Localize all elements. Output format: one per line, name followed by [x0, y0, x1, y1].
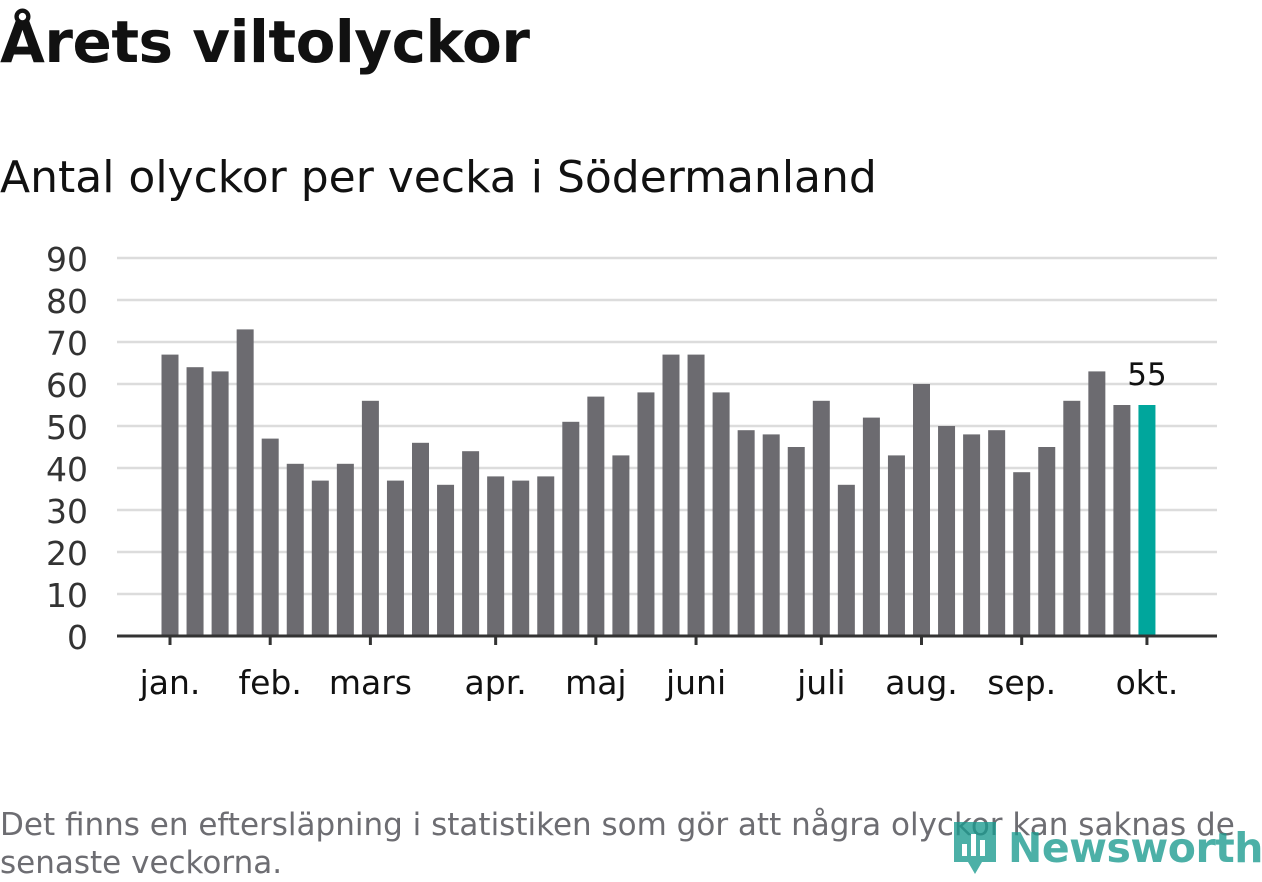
bar [687, 354, 705, 636]
x-tick-label: maj [565, 663, 627, 702]
bar [487, 476, 505, 636]
bar [837, 484, 855, 636]
footnote: Det finns en eftersläpning i statistiken… [0, 807, 1235, 881]
bar [587, 396, 605, 636]
bar [361, 400, 379, 636]
bar [1138, 405, 1156, 636]
bar [737, 430, 755, 636]
bar [161, 354, 179, 636]
bar [812, 400, 830, 636]
bar [261, 438, 279, 636]
bar [612, 455, 630, 636]
x-tick-label: feb. [239, 663, 302, 702]
x-tick-label: juli [796, 663, 845, 702]
bar [537, 476, 555, 636]
bar [186, 367, 204, 636]
y-tick-label: 90 [46, 240, 88, 279]
bar [762, 434, 780, 636]
y-tick-label: 10 [46, 576, 88, 615]
x-tick-label: apr. [465, 663, 527, 702]
logo-text: Newsworthy [1008, 824, 1262, 872]
bar [336, 463, 354, 636]
y-tick-label: 30 [46, 492, 88, 531]
bar [386, 480, 404, 636]
bar [286, 463, 304, 636]
bar [512, 480, 530, 636]
x-tick-label: juni [665, 663, 726, 702]
bar [211, 371, 229, 636]
bar [637, 392, 655, 636]
x-tick-label: aug. [885, 663, 958, 702]
bar [988, 430, 1006, 636]
bar [712, 392, 730, 636]
bar [1063, 400, 1081, 636]
y-tick-label: 60 [46, 366, 88, 405]
bar [662, 354, 680, 636]
bar [562, 421, 580, 636]
bar [913, 384, 930, 636]
bar [1088, 371, 1106, 636]
chart-subtitle: Antal olyckor per vecka i Södermanland [0, 152, 877, 203]
x-tick-label: jan. [139, 663, 201, 702]
x-tick-label: okt. [1116, 663, 1179, 702]
y-tick-label: 70 [46, 324, 88, 363]
y-tick-label: 0 [67, 618, 88, 657]
x-axis-ticks: jan. feb. mars apr. maj juni juli aug. sep. okt. [139, 636, 1179, 702]
bar [887, 455, 905, 636]
newsworthy-logo: Newsworthy [950, 818, 1262, 878]
y-tick-label: 20 [46, 534, 88, 573]
bar [787, 447, 805, 636]
x-tick-label: mars [329, 663, 412, 702]
newsworthy-logo-icon [954, 822, 996, 874]
bar [1038, 447, 1056, 636]
y-tick-label: 80 [46, 282, 88, 321]
bar [963, 434, 981, 636]
chart-title: Årets viltolyckor [0, 8, 530, 76]
bar [412, 442, 429, 636]
bar [437, 484, 455, 636]
y-tick-label: 50 [46, 408, 88, 447]
bar [236, 329, 254, 636]
x-tick-label: sep. [987, 663, 1056, 702]
bar [462, 451, 480, 636]
bar [1113, 405, 1131, 636]
bar [938, 426, 956, 636]
y-tick-label: 40 [46, 450, 88, 489]
bars: 55 [161, 329, 1167, 636]
bar [311, 480, 329, 636]
highlight-value-label: 55 [1127, 357, 1166, 393]
bar [862, 417, 880, 636]
bar [1013, 472, 1031, 636]
